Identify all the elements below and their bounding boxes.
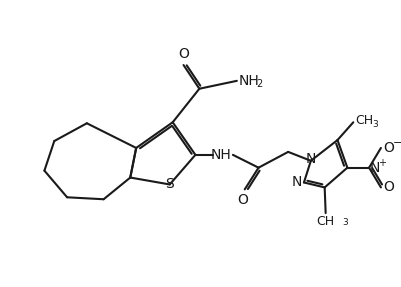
Text: NH: NH [238, 74, 259, 88]
Text: O: O [382, 181, 393, 194]
Text: N: N [291, 175, 301, 189]
Text: N: N [305, 152, 315, 166]
Text: S: S [165, 177, 174, 191]
Text: CH: CH [354, 114, 373, 127]
Text: O: O [382, 141, 393, 155]
Text: O: O [237, 193, 247, 207]
Text: N: N [369, 161, 379, 175]
Text: +: + [377, 158, 385, 168]
Text: CH: CH [316, 215, 334, 228]
Text: 3: 3 [342, 218, 347, 227]
Text: 3: 3 [371, 120, 377, 129]
Text: −: − [392, 138, 401, 148]
Text: NH: NH [210, 148, 231, 162]
Text: O: O [178, 47, 188, 61]
Text: 2: 2 [256, 79, 262, 89]
